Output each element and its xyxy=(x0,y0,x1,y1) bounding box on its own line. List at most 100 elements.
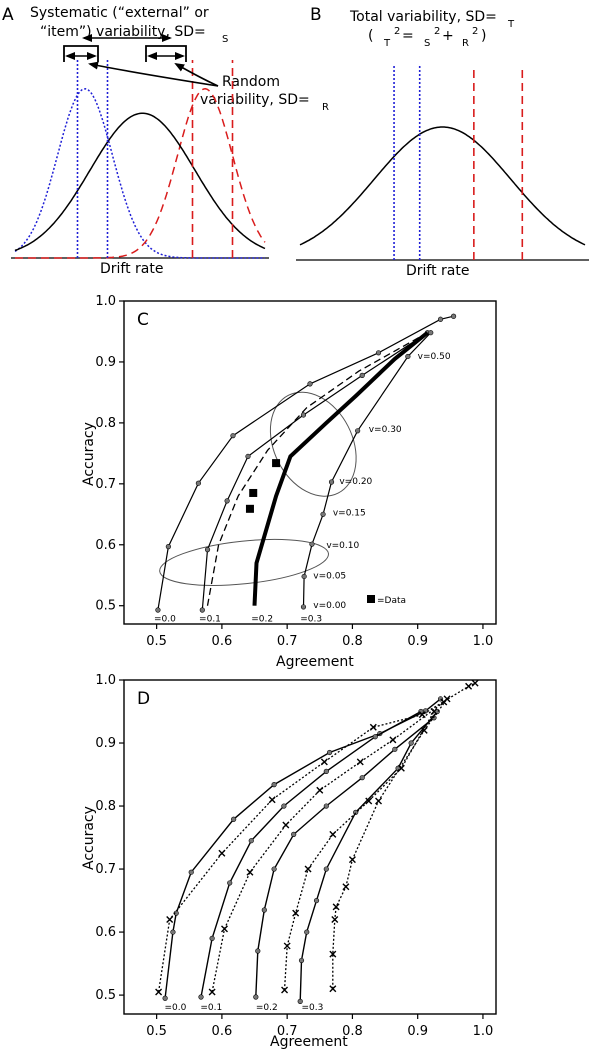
formula-sq3: 2 xyxy=(472,26,478,37)
model-point-3-0 xyxy=(300,604,307,610)
solid-point-2-3 xyxy=(248,838,254,844)
formula-plus: + xyxy=(442,28,454,44)
dotted-curve-3 xyxy=(283,711,435,991)
y-tick-label-4: 0.9 xyxy=(95,736,116,751)
solid-point-3-0 xyxy=(253,994,259,1000)
model-point-3-2 xyxy=(309,541,315,547)
x-tick-label-3: 0.8 xyxy=(342,1024,363,1039)
y-tick-label-1: 0.6 xyxy=(95,925,116,940)
model-point-1-7 xyxy=(450,313,457,319)
model-point-3-5 xyxy=(355,428,361,434)
cross-point-1-2 xyxy=(218,849,226,857)
dotted-curve-2 xyxy=(211,701,445,993)
drift-ellipse-1 xyxy=(159,538,329,586)
panel-d-frame xyxy=(123,679,497,1015)
cross-point-2-6 xyxy=(389,736,397,744)
solid-point-4-1 xyxy=(298,957,305,964)
model-point-2-1 xyxy=(204,547,211,553)
panel-c-legend-label: =Data xyxy=(377,596,406,606)
model-curve-1 xyxy=(157,315,454,611)
formula-sq2: 2 xyxy=(434,26,440,37)
drift-label-5: v=0.10 xyxy=(326,541,359,551)
eta-label-2: =0.1 xyxy=(199,615,221,625)
cross-point-2-4 xyxy=(316,786,324,794)
panel-d-ylabel: Accuracy xyxy=(81,806,97,870)
solid-point-2-5 xyxy=(323,768,329,774)
cross-point-1-1 xyxy=(166,915,174,923)
cross-point-2-2 xyxy=(246,868,254,876)
panel-a-xlabel: Drift rate xyxy=(100,261,164,277)
density-curve-3 xyxy=(14,112,266,252)
density-curve-1 xyxy=(14,88,265,259)
panel-b-title-line1: Total variability, SD= xyxy=(349,9,497,25)
solid-point-3-6 xyxy=(359,775,365,781)
panel-a-title-line1: Systematic (“external” or xyxy=(30,5,209,21)
y-tick-label-2: 0.7 xyxy=(95,862,116,877)
x-tick-label-3: 0.8 xyxy=(342,634,363,649)
cross-point-3-6 xyxy=(397,764,405,772)
cross-point-2-0 xyxy=(208,988,216,996)
panel-c-letter: C xyxy=(137,310,149,330)
drift-label-7: v=0.00 xyxy=(313,601,346,611)
panel-b: B Total variability, SD= T ( T 2 = S 2 +… xyxy=(296,5,589,279)
x-tick-label-1: 0.6 xyxy=(212,1024,233,1039)
panel-a-title-sub: S xyxy=(222,34,228,45)
panel-c-frame xyxy=(123,300,497,625)
y-tick-label-5: 1.0 xyxy=(95,673,116,688)
solid-point-3-5 xyxy=(323,803,329,809)
drift-label-3: v=0.20 xyxy=(339,477,372,487)
panel-a: A Systematic (“external” or “item”) vari… xyxy=(2,5,329,277)
cross-point-2-5 xyxy=(356,758,364,766)
density-curve-1 xyxy=(299,126,586,246)
eta-label-4: =0.3 xyxy=(300,615,322,625)
cross-point-3-3 xyxy=(304,865,312,873)
y-tick-label-3: 0.8 xyxy=(95,799,116,814)
x-tick-label-0: 0.5 xyxy=(146,1024,167,1039)
model-point-2-4 xyxy=(300,412,307,418)
solid-point-3-4 xyxy=(291,831,297,837)
x-tick-label-4: 0.9 xyxy=(407,1024,428,1039)
y-tick-label-2: 0.7 xyxy=(95,477,116,492)
solid-point-2-4 xyxy=(281,803,287,809)
cross-point-3-4 xyxy=(329,830,337,838)
cross-point-4-4 xyxy=(342,883,350,891)
solid-point-1-6 xyxy=(326,749,333,756)
density-curve-2 xyxy=(15,88,266,259)
cross-point-2-3 xyxy=(282,821,290,829)
formula-t-sub: T xyxy=(383,38,391,49)
drift-label-6: v=0.05 xyxy=(313,571,346,581)
cross-point-3-1 xyxy=(283,942,291,950)
model-point-1-1 xyxy=(165,544,171,550)
model-point-2-5 xyxy=(359,372,365,378)
solid-point-3-2 xyxy=(261,907,267,913)
eta-label-d-2: =0.1 xyxy=(200,1003,222,1013)
x-tick-label-4: 0.9 xyxy=(407,634,428,649)
panel-c-xlabel: Agreement xyxy=(276,654,354,670)
cross-point-3-5 xyxy=(365,797,373,805)
model-point-1-6 xyxy=(437,316,444,322)
dashed-curve xyxy=(206,332,428,606)
formula-r-sub: R xyxy=(462,38,469,49)
panel-c-ylabel: Accuracy xyxy=(81,422,97,486)
random-arrow-red xyxy=(174,63,219,87)
x-tick-label-2: 0.7 xyxy=(277,634,298,649)
y-tick-label-5: 1.0 xyxy=(95,294,116,309)
solid-curve-4 xyxy=(299,711,438,1002)
dotted-curve-1 xyxy=(157,682,476,992)
data-point-2 xyxy=(249,488,258,497)
model-point-3-6 xyxy=(405,353,411,360)
panel-c-legend-marker xyxy=(367,595,375,603)
panel-d: D Agreement Accuracy 0.5 0.6 0.7 0.8 0.9 1.00… xyxy=(81,673,497,1050)
solid-curve-3 xyxy=(255,717,435,998)
formula-open-paren: ( xyxy=(368,28,373,44)
y-tick-label-3: 0.8 xyxy=(95,416,116,431)
solid-point-4-0 xyxy=(297,998,303,1004)
solid-point-2-1 xyxy=(209,935,215,941)
solid-point-2-6 xyxy=(372,734,378,740)
solid-point-3-1 xyxy=(255,948,261,954)
panel-a-random-line2: variability, SD= xyxy=(200,92,310,108)
cross-point-1-7 xyxy=(465,682,473,690)
formula-s-sub: S xyxy=(424,38,430,49)
solid-point-4-3 xyxy=(313,897,320,904)
panel-a-random-line1: Random xyxy=(222,74,280,90)
